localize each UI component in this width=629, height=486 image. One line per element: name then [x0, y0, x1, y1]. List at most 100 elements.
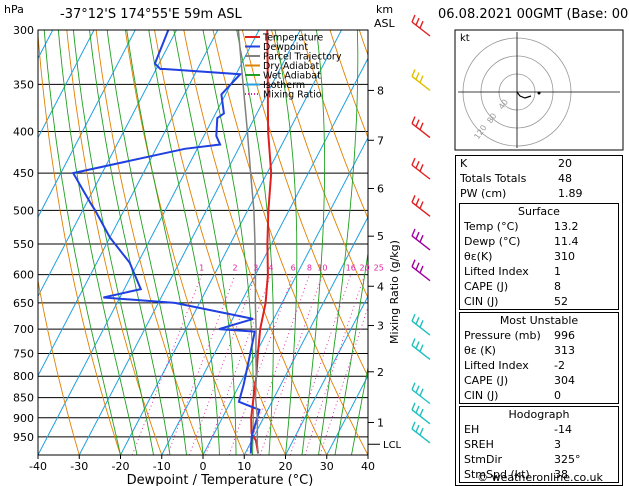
hodograph-table-title: Hodograph: [508, 408, 570, 421]
isotherm-line: [38, 30, 260, 455]
mixing-ratio-axis-label: Mixing Ratio (g/kg): [388, 240, 401, 344]
wind-barb: [411, 313, 431, 336]
wet-adiabat-line: [72, 30, 154, 455]
pressure-tick-label: 750: [13, 347, 34, 360]
hodograph-stat-label: SREH: [464, 438, 494, 451]
most-unstable-row: CIN (J) 0: [460, 388, 618, 403]
isotherm-line: [38, 30, 136, 219]
most-unstable-title: Most Unstable: [499, 314, 579, 327]
km-tick-label: 1: [377, 416, 384, 429]
mixing-ratio-line: [188, 274, 257, 455]
km-tick-label: 2: [377, 366, 384, 379]
dry-adiabat-line: [300, 30, 368, 220]
lcl-label: LCL: [383, 440, 402, 451]
index-value: 48: [558, 172, 572, 185]
wet-adiabat-line: [173, 30, 237, 455]
hodograph-trace: [516, 91, 532, 99]
x-tick-label: 20: [279, 460, 293, 473]
surface-value: 11.4: [554, 235, 579, 248]
mixing-ratio-label: 20: [360, 264, 370, 273]
hodograph-section: Hodograph EH -14 SREH 3 StmDir 325° StmSpd (kt…: [459, 406, 619, 483]
index-label: PW (cm): [460, 187, 507, 200]
x-tick-label: -40: [29, 460, 47, 473]
hodograph-stat-value: 325°: [554, 453, 581, 466]
most-unstable-row: Lifted Index -2: [460, 358, 618, 373]
x-axis-label: Dewpoint / Temperature (°C): [127, 473, 314, 486]
wet-adiabat-line: [301, 30, 326, 455]
location-title: -37°12'S 174°55'E 59m ASL: [60, 7, 242, 22]
index-label: Totals Totals: [460, 172, 527, 185]
surface-label: CAPE (J): [464, 280, 509, 293]
mixing-ratio-line: [228, 274, 294, 455]
x-tick-label: -30: [70, 460, 88, 473]
most-unstable-value: 304: [554, 374, 575, 387]
mixing-ratio-line: [319, 305, 368, 455]
wind-barb: [411, 338, 431, 361]
asl-label: ASL: [374, 17, 395, 30]
surface-row: Dewp (°C) 11.4: [460, 234, 618, 249]
mixing-ratio-label: 6: [291, 264, 296, 273]
pressure-tick-label: 600: [13, 269, 34, 282]
x-tick-label: 30: [320, 460, 334, 473]
most-unstable-label: Lifted Index: [464, 359, 529, 372]
mixing-ratio-label: 3: [253, 264, 258, 273]
hpa-label: hPa: [4, 3, 24, 16]
dry-adiabat-line: [38, 278, 80, 455]
surface-row: θε(K) 310: [460, 249, 618, 264]
isotherm-line: [38, 30, 95, 139]
hodograph-stat-label: EH: [464, 423, 480, 436]
km-label: km: [376, 3, 394, 16]
wet-adiabat-line: [274, 30, 298, 455]
surface-row: CAPE (J) 8: [460, 279, 618, 294]
wind-barb: [411, 402, 431, 425]
wind-barb: [411, 157, 431, 180]
wind-barb: [411, 69, 431, 91]
pressure-tick-label: 700: [13, 323, 34, 336]
index-value: 1.89: [558, 187, 583, 200]
x-tick-label: 10: [237, 460, 251, 473]
datetime-title: 06.08.2021 00GMT (Base: 00): [438, 7, 629, 22]
hodograph-stat-row: StmSpd (kt) 38: [460, 467, 618, 482]
hodograph-unit: kt: [460, 33, 470, 44]
hodograph-stat-label: StmDir: [464, 453, 503, 466]
km-tick-label: 3: [377, 320, 384, 333]
mixing-ratio-line: [167, 274, 236, 455]
surface-value: 52: [554, 295, 568, 308]
wind-barb: [411, 228, 431, 251]
most-unstable-label: CAPE (J): [464, 374, 509, 387]
legend-label: Dry Adiabat: [263, 61, 320, 72]
dry-adiabat-line: [271, 30, 368, 299]
wet-adiabat-line: [57, 30, 138, 455]
legend-label: Wet Adiabat: [263, 71, 321, 82]
surface-label: θε(K): [464, 250, 493, 263]
series-line-temperature: [250, 30, 273, 454]
wind-barb: [411, 195, 431, 217]
index-row: K 20: [456, 156, 622, 171]
index-row: Totals Totals 48: [456, 171, 622, 186]
wet-adiabat-line: [351, 365, 368, 455]
mixing-ratio-line: [131, 274, 203, 455]
pressure-tick-label: 450: [13, 167, 34, 180]
skewt-series: [71, 30, 273, 454]
most-unstable-value: 0: [554, 389, 561, 402]
x-tick-label: -20: [112, 460, 130, 473]
dry-adiabat-line: [95, 30, 204, 455]
mixing-ratio-line: [304, 274, 366, 455]
most-unstable-value: -2: [554, 359, 565, 372]
mixing-ratio-label: 2: [233, 264, 238, 273]
dry-adiabat-line: [38, 30, 121, 455]
wind-barb: [411, 14, 431, 37]
most-unstable-value: 996: [554, 329, 575, 342]
km-tick-label: 6: [377, 182, 384, 195]
surface-value: 13.2: [554, 220, 579, 233]
wind-barbs: [411, 14, 431, 444]
mixing-ratio-label: 16: [346, 264, 356, 273]
mixing-ratio-label: 1: [199, 264, 204, 273]
x-tick-label: 40: [361, 460, 375, 473]
surface-row: Temp (°C) 13.2: [460, 219, 618, 234]
surface-value: 8: [554, 280, 561, 293]
isotherm-line: [285, 295, 368, 455]
index-label: K: [460, 157, 468, 170]
